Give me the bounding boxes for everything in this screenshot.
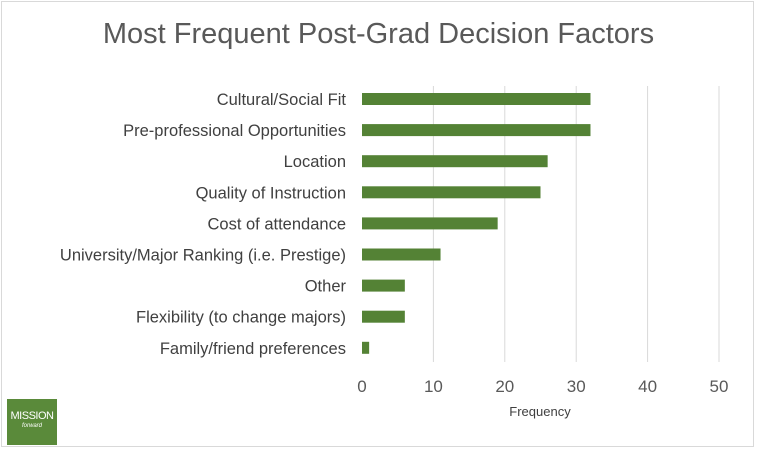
category-label: University/Major Ranking (i.e. Prestige) <box>60 247 346 265</box>
category-label: Quality of Instruction <box>196 184 346 202</box>
bar <box>362 155 548 168</box>
bar <box>362 341 370 354</box>
category-label: Cultural/Social Fit <box>217 91 347 109</box>
bar <box>362 124 591 137</box>
logo-text-forward: forward <box>21 423 42 429</box>
x-axis-label: Frequency <box>509 404 571 419</box>
category-labels: Cultural/Social Fit Pre-professional Oppo… <box>60 91 347 358</box>
bar <box>362 310 405 323</box>
x-tick-label: 10 <box>424 377 443 396</box>
x-tick-labels: 0 10 20 30 40 50 <box>357 377 728 396</box>
category-label: Location <box>284 153 346 171</box>
chart-title: Most Frequent Post-Grad Decision Factors <box>102 18 655 50</box>
x-tick-label: 30 <box>567 377 586 396</box>
x-tick-label: 0 <box>357 377 366 396</box>
bars <box>362 93 591 354</box>
category-label: Other <box>305 278 347 296</box>
category-label: Cost of attendance <box>207 215 346 233</box>
category-label: Family/friend preferences <box>160 340 346 358</box>
x-tick-label: 50 <box>710 377 729 396</box>
bar <box>362 217 498 230</box>
bar <box>362 93 591 105</box>
mission-forward-logo: MISSION forward <box>7 399 57 445</box>
bar <box>362 279 405 292</box>
bar <box>362 248 441 261</box>
bar <box>362 186 541 199</box>
category-label: Pre-professional Opportunities <box>123 122 346 140</box>
x-tick-label: 40 <box>638 377 657 396</box>
logo-text-mission: MISSION <box>10 410 54 422</box>
category-label: Flexibility (to change majors) <box>136 309 346 327</box>
x-tick-label: 20 <box>495 377 514 396</box>
